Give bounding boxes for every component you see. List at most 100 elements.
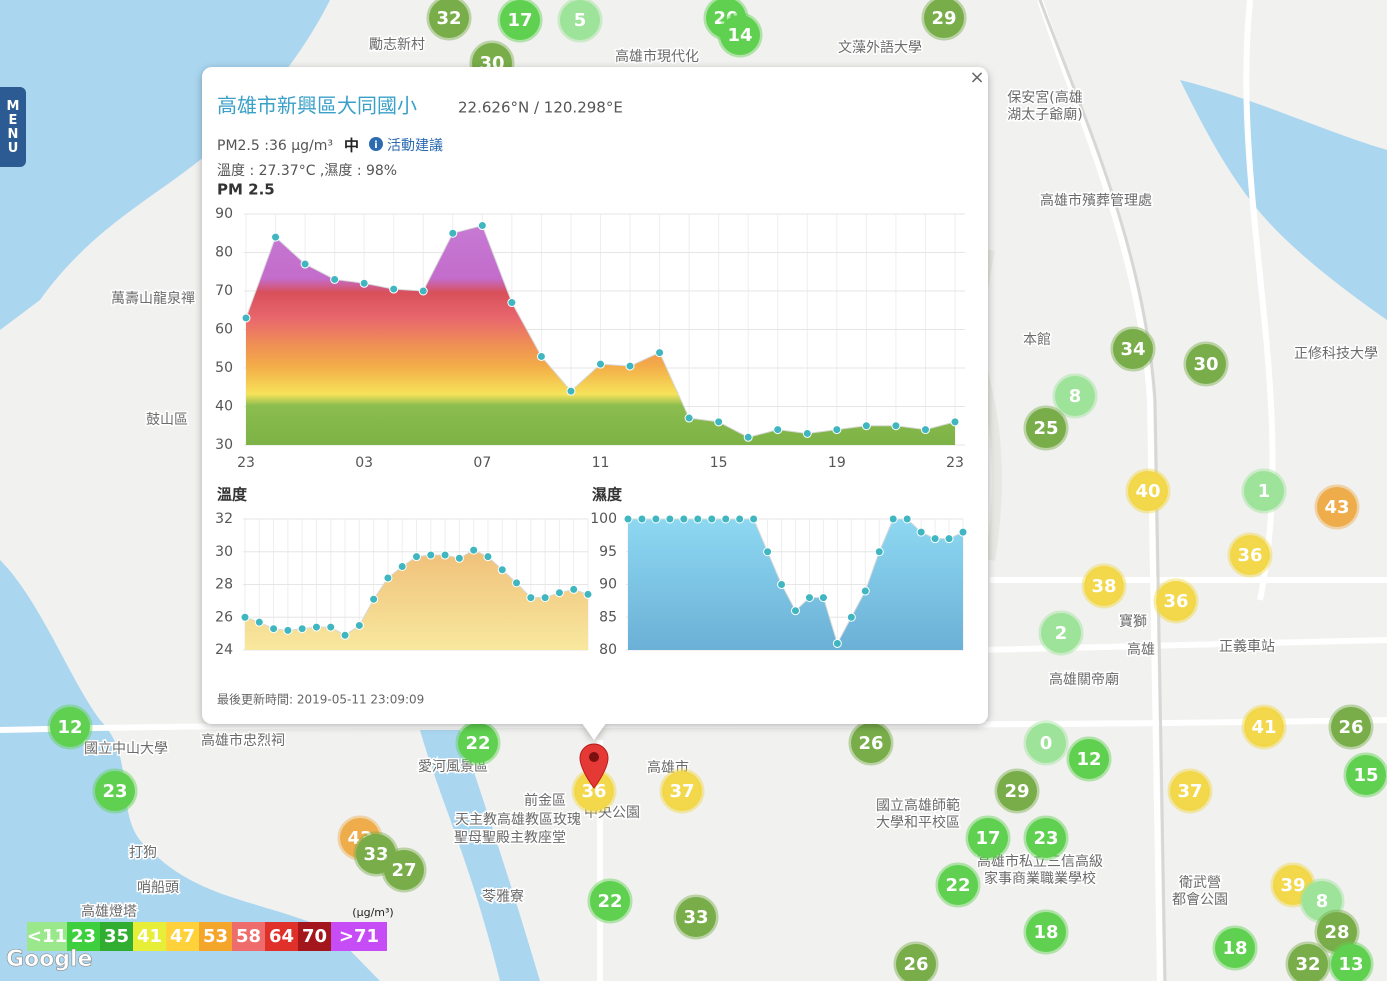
station-marker[interactable]: 33 <box>673 894 719 940</box>
location-pin[interactable] <box>579 743 609 789</box>
station-marker[interactable]: 22 <box>587 878 633 924</box>
station-marker[interactable]: 5 <box>557 0 603 43</box>
data-point <box>300 259 310 269</box>
x-tick-label: 11 <box>592 455 610 471</box>
legend-swatch <box>133 922 166 951</box>
station-marker[interactable]: 8 <box>1052 373 1098 419</box>
station-marker[interactable]: 25 <box>1023 405 1069 451</box>
data-point <box>389 284 399 294</box>
station-marker[interactable]: 17 <box>497 0 543 43</box>
marker-circle <box>1023 815 1069 861</box>
place-label: 聖母聖殿主教座堂 <box>454 830 566 846</box>
station-marker[interactable]: 15 <box>1343 752 1387 798</box>
data-point <box>241 313 251 323</box>
data-point <box>330 274 340 284</box>
y-tick-label: 26 <box>215 609 233 625</box>
data-point <box>625 361 635 371</box>
data-point <box>354 620 364 630</box>
station-marker[interactable]: 40 <box>1125 468 1171 514</box>
data-point <box>655 348 665 358</box>
station-marker[interactable]: 17 <box>965 815 1011 861</box>
data-point <box>477 221 487 231</box>
marker-circle <box>47 704 93 750</box>
station-marker[interactable]: 26 <box>893 941 939 981</box>
station-marker[interactable]: 22 <box>935 862 981 908</box>
station-marker[interactable]: 32 <box>426 0 472 41</box>
marker-value: 37 <box>669 781 694 802</box>
station-marker[interactable]: 14 <box>717 12 763 58</box>
station-marker[interactable]: 26 <box>848 720 894 766</box>
y-tick-label: 85 <box>599 609 617 625</box>
station-marker[interactable]: 12 <box>1066 736 1112 782</box>
data-point <box>326 622 336 632</box>
legend-swatch <box>265 922 298 951</box>
menu-button[interactable]: MENU <box>0 87 26 167</box>
station-marker[interactable]: 34 <box>1110 326 1156 372</box>
chart-title: 溫度 <box>217 486 248 504</box>
station-marker[interactable]: 36 <box>1153 578 1199 624</box>
station-marker[interactable]: 38 <box>1081 563 1127 609</box>
info-icon <box>369 137 383 151</box>
station-marker[interactable]: 27 <box>381 847 427 893</box>
station-marker[interactable]: 13 <box>1328 941 1374 981</box>
y-tick-label: 90 <box>215 206 233 222</box>
station-marker[interactable]: 18 <box>1023 909 1069 955</box>
close-button[interactable]: × <box>969 67 984 88</box>
marker-value: 12 <box>1076 749 1101 770</box>
marker-value: 2 <box>1055 623 1068 644</box>
marker-circle <box>1023 909 1069 955</box>
station-marker[interactable]: 8 <box>1299 878 1345 924</box>
marker-value: 34 <box>1120 339 1145 360</box>
data-point <box>651 514 661 524</box>
data-point <box>412 552 421 562</box>
y-tick-label: 50 <box>215 360 233 376</box>
station-marker[interactable]: 12 <box>47 704 93 750</box>
station-marker[interactable]: 32 <box>1285 941 1331 981</box>
marker-value: 18 <box>1222 938 1247 959</box>
station-marker[interactable]: 29 <box>921 0 967 41</box>
marker-circle <box>1125 468 1171 514</box>
data-point <box>804 593 814 603</box>
x-tick-label: 23 <box>237 455 255 471</box>
marker-value: 17 <box>975 828 1000 849</box>
data-point <box>818 593 828 603</box>
station-marker[interactable]: 37 <box>1167 768 1213 814</box>
marker-value: 38 <box>1091 576 1116 597</box>
marker-value: 8 <box>1316 891 1329 912</box>
legend-label: 47 <box>170 926 195 947</box>
advice-link[interactable]: 活動建議 <box>387 137 443 154</box>
station-marker[interactable]: 23 <box>1023 815 1069 861</box>
data-point <box>665 514 675 524</box>
station-marker[interactable]: 0 <box>1023 720 1069 766</box>
station-marker[interactable]: 26 <box>1328 704 1374 750</box>
place-label: 打狗 <box>129 844 157 861</box>
legend-label: 53 <box>203 926 228 947</box>
marker-value: 26 <box>858 733 883 754</box>
station-marker[interactable]: 23 <box>92 768 138 814</box>
station-marker[interactable]: 30 <box>1183 341 1229 387</box>
data-point <box>240 612 250 622</box>
station-marker[interactable]: 18 <box>1212 925 1258 971</box>
legend-label: 41 <box>137 926 162 947</box>
station-marker[interactable]: 36 <box>1227 532 1273 578</box>
popup-title[interactable]: 高雄市新興區大同國小 <box>217 94 417 118</box>
data-point <box>497 565 507 575</box>
station-marker[interactable]: 29 <box>994 768 1040 814</box>
station-marker[interactable]: 41 <box>1241 704 1287 750</box>
station-marker[interactable]: 22 <box>455 720 501 766</box>
data-point <box>297 624 307 634</box>
data-point <box>536 351 546 361</box>
data-point <box>397 561 407 571</box>
y-tick-label: 70 <box>215 283 233 299</box>
station-marker[interactable]: 37 <box>659 768 705 814</box>
station-marker[interactable]: 2 <box>1038 610 1084 656</box>
station-marker[interactable]: 43 <box>1314 484 1360 530</box>
legend-label: 23 <box>71 926 96 947</box>
marker-value: 14 <box>727 25 752 46</box>
data-point <box>540 593 550 603</box>
marker-circle <box>717 12 763 58</box>
data-point <box>714 417 724 427</box>
station-marker[interactable]: 1 <box>1241 468 1287 514</box>
